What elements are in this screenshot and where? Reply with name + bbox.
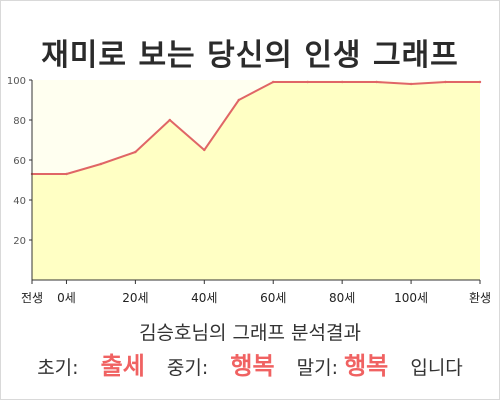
y-tick-label: 20 xyxy=(13,236,26,247)
mid-value: 행복 xyxy=(230,352,275,380)
result-suffix: 입니다 xyxy=(410,357,463,379)
x-tick-label: 20세 xyxy=(122,291,148,305)
result-summary: 초기: 출세 중기: 행복 말기: 행복 입니다 xyxy=(0,346,500,381)
data-point xyxy=(237,98,240,102)
data-point xyxy=(272,80,275,84)
data-point xyxy=(203,148,206,152)
mid-label: 중기: xyxy=(166,357,209,379)
x-tick-label: 100세 xyxy=(394,291,428,305)
data-point xyxy=(478,80,482,84)
y-tick-label: 80 xyxy=(13,116,26,127)
x-tick-label: 환생 xyxy=(469,291,491,305)
x-tick-label: 40세 xyxy=(191,291,217,305)
area-fill xyxy=(32,82,480,280)
chart-title: 재미로 보는 당신의 인생 그래프 xyxy=(41,38,459,73)
x-tick-label: 전생 xyxy=(21,291,43,305)
y-tick-label: 100 xyxy=(7,76,26,87)
life-line xyxy=(32,81,480,175)
x-tick-label: 0세 xyxy=(57,291,76,305)
analysis-title: 김승호님의 그래프 분석결과 xyxy=(139,322,361,344)
y-tick-label: 60 xyxy=(13,156,26,167)
data-point xyxy=(306,80,309,84)
x-tick-label: 80세 xyxy=(329,291,355,305)
early-value: 출세 xyxy=(100,352,145,380)
y-tick-label: 40 xyxy=(13,196,26,207)
data-point xyxy=(134,150,137,154)
data-point xyxy=(409,82,413,86)
x-tick-label: 60세 xyxy=(260,291,286,305)
late-label: 말기: xyxy=(296,357,339,379)
data-point xyxy=(375,80,378,84)
data-point xyxy=(99,162,103,166)
late-value: 행복 xyxy=(344,352,389,380)
early-label: 초기: xyxy=(37,357,79,379)
data-point xyxy=(341,80,344,84)
data-point xyxy=(65,172,68,176)
data-point xyxy=(168,118,171,122)
data-point xyxy=(444,80,447,84)
